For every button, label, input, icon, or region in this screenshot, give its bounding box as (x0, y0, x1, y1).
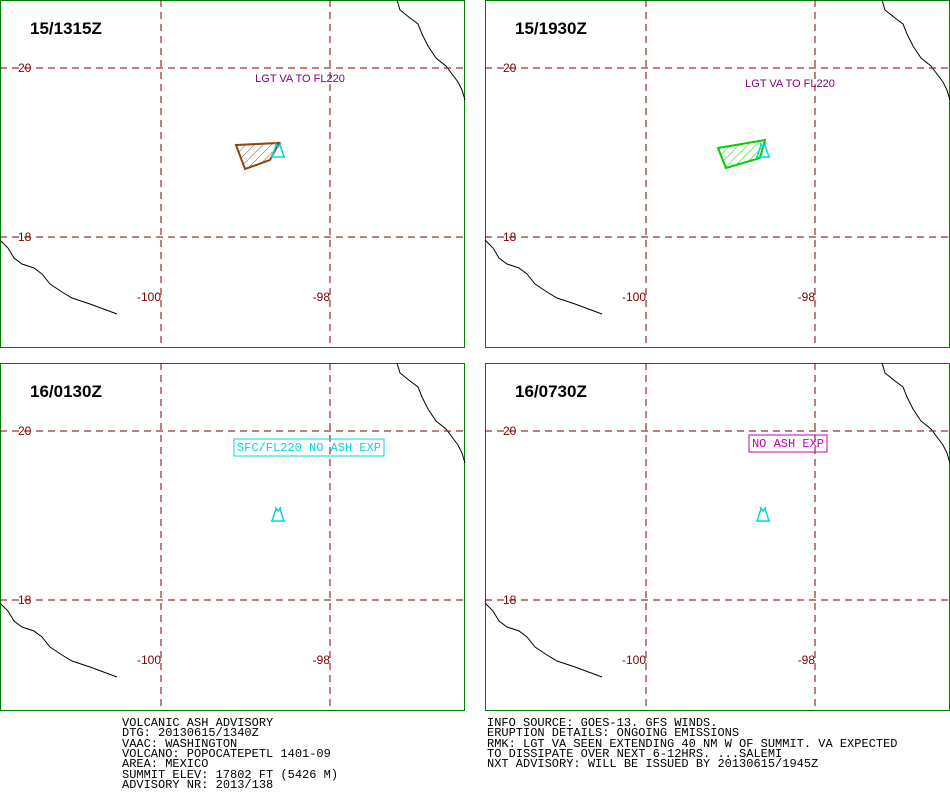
lat-label: 18 (18, 230, 32, 244)
footer-line: VOLCANO: POPOCATEPETL 1401-09 (122, 747, 331, 761)
coastline (396, 362, 466, 464)
footer-line: TO DISSIPATE OVER NEXT 6-12HRS. ...SALEM… (487, 747, 782, 761)
volcano-icon (271, 142, 285, 158)
lat-label: 18 (503, 593, 517, 607)
lat-label: 18 (503, 230, 517, 244)
footer-line: RMK: LGT VA SEEN EXTENDING 40 NM W OF SU… (487, 737, 897, 751)
ash-cloud (234, 141, 281, 171)
map-panel: 20 18 -100 -98 16/0130Z SFC/FL220 NO ASH EXP (0, 362, 466, 711)
panel-border (0, 363, 465, 711)
footer-line: VOLCANIC ASH ADVISORY (122, 716, 273, 730)
annotation: LGT VA TO FL220 (255, 73, 345, 85)
coastline (881, 362, 950, 464)
annotation: NO ASH EXP (752, 437, 824, 451)
lat-label: 20 (503, 61, 517, 75)
lon-label: -100 (137, 290, 161, 304)
footer-line: ADVISORY NR: 2013/138 (122, 778, 273, 792)
map-panel: 20 18 -100 -98 16/0730Z NO ASH EXP (484, 362, 950, 711)
annotation-box (233, 438, 385, 457)
coastline (0, 602, 118, 678)
panel-border (485, 363, 950, 711)
lon-label: -98 (313, 653, 331, 667)
coastline (0, 239, 118, 315)
lat-label: 20 (503, 424, 517, 438)
coastline (396, 0, 466, 101)
valid-time: 16/0130Z (30, 382, 102, 401)
volcano-icon (756, 142, 770, 158)
coastline (881, 0, 950, 101)
lon-label: -98 (313, 290, 331, 304)
lon-label: -100 (622, 653, 646, 667)
map-panel: 20 18 -100 -98 15/1315Z LGT VA TO FL220 (0, 0, 466, 348)
lon-label: -100 (137, 653, 161, 667)
panel-border (0, 0, 465, 348)
annotation: SFC/FL220 NO ASH EXP (237, 441, 381, 455)
valid-time: 15/1315Z (30, 19, 102, 38)
lat-label: 20 (18, 61, 32, 75)
lon-label: -98 (798, 290, 816, 304)
valid-time: 15/1930Z (515, 19, 587, 38)
annotation: LGT VA TO FL220 (745, 78, 835, 90)
footer-line: INFO SOURCE: GOES-13. GFS WINDS. (487, 716, 717, 730)
footer-line: DTG: 20130615/1340Z (122, 726, 259, 740)
coastline (484, 602, 603, 678)
lon-label: -98 (798, 653, 816, 667)
lat-label: 18 (18, 593, 32, 607)
footer-line: VAAC: WASHINGTON (122, 737, 237, 751)
footer-line: NXT ADVISORY: WILL BE ISSUED BY 20130615… (487, 757, 818, 771)
footer-line: AREA: MEXICO (122, 757, 208, 771)
footer-line: SUMMIT ELEV: 17802 FT (5426 M) (122, 768, 338, 782)
ash-cloud (716, 138, 767, 170)
lon-label: -100 (622, 290, 646, 304)
volcano-icon (756, 506, 770, 522)
valid-time: 16/0730Z (515, 382, 587, 401)
volcano-icon (271, 506, 285, 522)
lat-label: 20 (18, 424, 32, 438)
panel-border (485, 0, 950, 348)
annotation-box (748, 434, 828, 453)
footer-line: ERUPTION DETAILS: ONGOING EMISSIONS (487, 726, 739, 740)
map-panel: 20 18 -100 -98 15/1930Z LGT VA TO FL220 (484, 0, 950, 348)
coastline (484, 239, 603, 315)
